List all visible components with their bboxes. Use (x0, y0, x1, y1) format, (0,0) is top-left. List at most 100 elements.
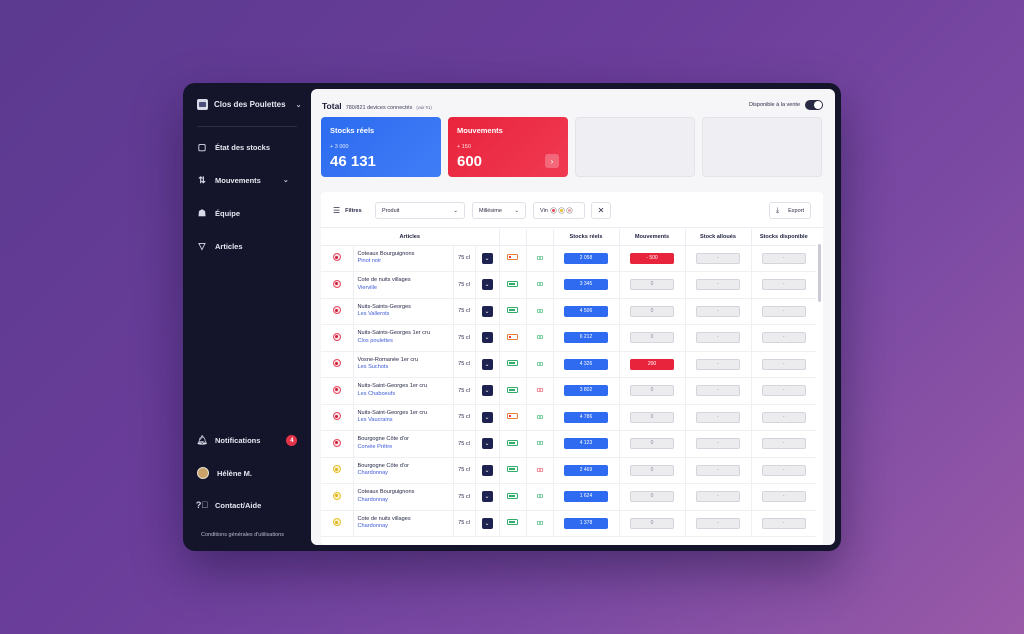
col-mouvements[interactable]: Mouvements (619, 229, 686, 246)
rose-wine-dot[interactable] (566, 208, 572, 213)
table-row[interactable]: Bourgogne Côte d'or Chardonnay 75 cl ⌄ oo 2 4… (321, 457, 816, 484)
mouvement-input[interactable]: 0 (630, 332, 674, 344)
col-stocks-disponible[interactable]: Stocks disponible (751, 229, 816, 246)
stock-dispo-input[interactable]: - (761, 385, 806, 397)
stock-dispo-input[interactable]: - (761, 252, 806, 264)
stock-alloue-input[interactable]: - (696, 305, 740, 317)
card-stocks-reels[interactable]: Stocks réels + 3 000 46 131 (321, 117, 441, 177)
article-cell[interactable]: Nuits-Saint-Georges 1er cru Les Chaboeufs (353, 377, 454, 405)
mouvement-input[interactable]: 0 (630, 279, 674, 291)
mouvement-input[interactable]: 0 (630, 517, 674, 529)
stock-dispo-input[interactable]: - (761, 358, 806, 370)
mouvement-input[interactable]: 200 (630, 358, 674, 370)
article-cell[interactable]: Nuits-Saints-Georges Les Vallerots (353, 298, 454, 325)
stock-alloue-input[interactable]: - (696, 385, 740, 397)
sidebar-item-user[interactable]: Hélène M. (197, 467, 252, 479)
mouvement-input[interactable]: 0 (630, 491, 674, 503)
stock-alloue-input[interactable]: - (696, 491, 740, 503)
stock-dispo-input[interactable]: - (761, 332, 806, 344)
dropdown-toggle-icon[interactable]: ⌄ (481, 517, 493, 529)
sidebar-item-contact[interactable]: ?⃝ Contact/Aide (196, 500, 261, 510)
produit-select[interactable]: Produit ⌄ (375, 202, 465, 219)
vin-filter[interactable]: Vin (533, 202, 585, 219)
table-row[interactable]: Nuits-Saint-Georges 1er cru Les Chaboeufs… (321, 377, 816, 405)
dropdown-toggle-icon[interactable]: ⌄ (481, 411, 493, 423)
stock-dispo-input[interactable]: - (761, 517, 806, 529)
stock-dispo-input[interactable]: - (761, 491, 806, 503)
dropdown-toggle-icon[interactable]: ⌄ (481, 332, 493, 344)
table-row[interactable]: Coteaux Bourguignons Chardonnay 75 cl ⌄ oo 1 … (321, 483, 816, 511)
dropdown-toggle-icon[interactable]: ⌄ (481, 305, 493, 317)
sidebar-item-notifications[interactable]: 🔔︎ Notifications 4 (196, 435, 298, 446)
stock-alloue-input[interactable]: - (696, 358, 740, 370)
cgu-link[interactable]: Conditions générales d'utilisations (201, 532, 284, 538)
mouvement-input[interactable]: 0 (630, 305, 674, 317)
article-cell[interactable]: Coteaux Bourguignons Pinot noir (353, 245, 454, 272)
stock-dispo-input[interactable]: - (761, 305, 806, 317)
dropdown-toggle-icon[interactable]: ⌄ (481, 252, 493, 264)
avatar (197, 467, 209, 479)
devices-note[interactable]: (voir #1) (416, 105, 432, 110)
mouvement-input[interactable]: - 500 (630, 252, 674, 264)
article-cell[interactable]: Coteaux Bourguignons Chardonnay (353, 483, 454, 511)
table-row[interactable]: Nuits-Saints-Georges Les Vallerots 75 cl ⌄ o… (321, 298, 816, 325)
stock-alloue-input[interactable]: - (696, 252, 740, 264)
brand-selector[interactable]: Clos des Poulettes ⌄ (197, 99, 301, 110)
card-mouvements[interactable]: Mouvements + 150 600 › (448, 117, 568, 177)
article-cell[interactable]: Bourgogne Côte d'or Corvée Prêtre (353, 430, 454, 458)
dropdown-toggle-icon[interactable]: ⌄ (481, 358, 493, 370)
stock-dispo-input[interactable]: - (761, 438, 806, 450)
volume-cell: 75 cl (453, 271, 476, 299)
article-cell[interactable]: Cote de nuits villages Chardonnay (353, 510, 454, 537)
dropdown-toggle-icon[interactable]: ⌄ (481, 438, 493, 450)
article-cell[interactable]: Nuits-Saint-Georges 1er cru Les Vaucrains (353, 404, 454, 431)
article-cell[interactable]: Vosne-Romanée 1er cru Les Suchots (353, 351, 454, 378)
article-cell[interactable]: Nuits-Saints-Georges 1er cru Clos poulett… (353, 324, 454, 352)
table-row[interactable]: Nuits-Saints-Georges 1er cru Clos poulett… (321, 324, 816, 352)
table-row[interactable]: Nuits-Saint-Georges 1er cru Les Vaucrains… (321, 404, 816, 431)
sidebar-item-stocks[interactable]: ▢ État des stocks (197, 142, 270, 152)
red-wine-dot[interactable] (550, 208, 556, 213)
stock-dispo-input[interactable]: - (761, 411, 806, 423)
table-row[interactable]: Bourgogne Côte d'or Corvée Prêtre 75 cl ⌄ oo… (321, 430, 816, 458)
col-stocks-reels[interactable]: Stocks réels (553, 229, 620, 246)
stock-alloue-input[interactable]: - (696, 438, 740, 450)
mouvement-cell: 0 (619, 457, 686, 484)
mouvement-input[interactable]: 0 (630, 411, 674, 423)
filters-button[interactable]: ☰ Filtres (333, 202, 362, 219)
sidebar-item-equipe[interactable]: ☗ Équipe (197, 208, 240, 218)
sidebar-item-mouvements[interactable]: ⇅ Mouvements ⌄ (197, 175, 289, 185)
wine-type-cell (321, 351, 354, 378)
table-row[interactable]: Cote de nuits villages Chardonnay 75 cl ⌄ oo… (321, 510, 816, 537)
dropdown-toggle-icon[interactable]: ⌄ (481, 279, 493, 291)
table-row[interactable]: Vosne-Romanée 1er cru Les Suchots 75 cl ⌄ oo… (321, 351, 816, 378)
millesime-select[interactable]: Millésime ⌄ (472, 202, 526, 219)
dropdown-toggle-icon[interactable]: ⌄ (481, 491, 493, 503)
stock-alloue-input[interactable]: - (696, 464, 740, 476)
scrollbar[interactable] (818, 244, 821, 302)
article-cell[interactable]: Bourgogne Côte d'or Chardonnay (353, 457, 454, 484)
stock-dispo-input[interactable]: - (761, 464, 806, 476)
dropdown-toggle-icon[interactable]: ⌄ (481, 385, 493, 397)
stock-alloue-input[interactable]: - (696, 411, 740, 423)
clear-filters-button[interactable]: ✕ (591, 202, 611, 219)
stock-dispo-input[interactable]: - (761, 279, 806, 291)
white-wine-dot[interactable] (558, 208, 564, 213)
stock-alloue-input[interactable]: - (696, 332, 740, 344)
table-row[interactable]: Coteaux Bourguignons Pinot noir 75 cl ⌄ oo 2 … (321, 245, 816, 272)
availability-toggle[interactable] (805, 100, 823, 110)
table-row[interactable]: Cote de nuits villages Vierville 75 cl ⌄ oo 3… (321, 271, 816, 299)
article-cell[interactable]: Cote de nuits villages Vierville (353, 271, 454, 299)
col-stock-alloues[interactable]: Stock alloués (685, 229, 752, 246)
stock-alloue-input[interactable]: - (696, 279, 740, 291)
sidebar-item-articles[interactable]: ▽ Articles (197, 241, 243, 251)
chevron-right-icon[interactable]: › (545, 154, 559, 168)
mouvement-input[interactable]: 0 (630, 464, 674, 476)
stock-alloue-input[interactable]: - (696, 517, 740, 529)
mouvement-input[interactable]: 0 (630, 385, 674, 397)
col-articles[interactable]: Articles (321, 229, 500, 246)
export-button[interactable]: ⤓ Export (769, 202, 811, 219)
dropdown-toggle-icon[interactable]: ⌄ (481, 464, 493, 476)
glass-cell: oo (526, 377, 554, 405)
mouvement-input[interactable]: 0 (630, 438, 674, 450)
